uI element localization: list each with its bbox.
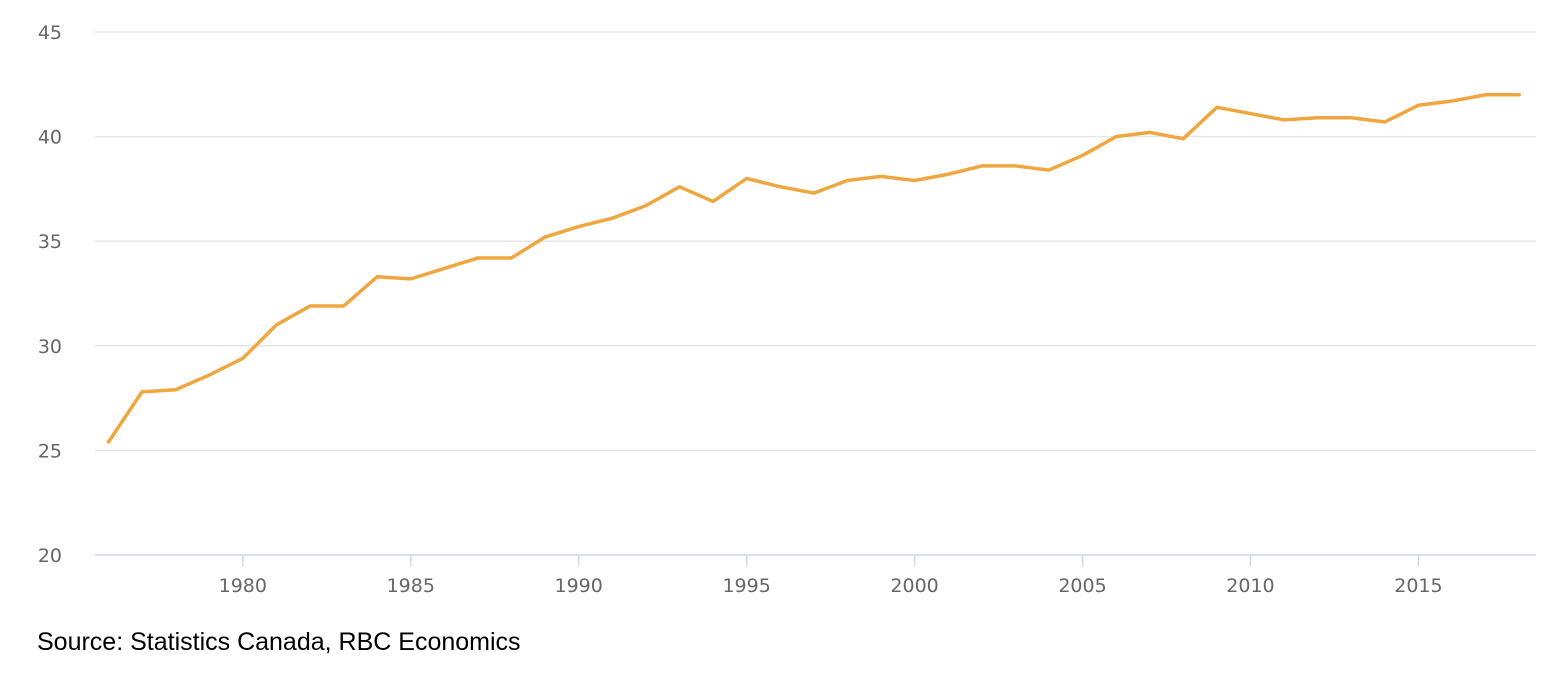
y-tick-label: 40	[38, 127, 62, 149]
series-line	[106, 93, 1521, 444]
x-tick-label: 1990	[555, 575, 603, 597]
y-tick-label: 45	[38, 22, 62, 44]
line-chart: 20 25 30 35 40 45 1980 1985 1990 1995 2000 2005 201…	[38, 22, 1536, 597]
x-tick-label: 2010	[1226, 575, 1274, 597]
x-axis-labels: 1980 1985 1990 1995 2000 2005 2010 2015	[219, 575, 1443, 597]
y-axis-labels: 20 25 30 35 40 45	[38, 22, 62, 567]
y-tick-label: 25	[38, 440, 62, 462]
x-tick-label: 2005	[1058, 575, 1106, 597]
x-tick-label: 1980	[219, 575, 267, 597]
x-tick-label: 1995	[722, 575, 770, 597]
gridlines	[95, 31, 1536, 452]
y-tick-label: 30	[38, 336, 62, 358]
data-points	[108, 94, 1520, 443]
x-tick-label: 1985	[387, 575, 435, 597]
source-note: Source: Statistics Canada, RBC Economics	[37, 628, 521, 656]
x-tick-label: 2015	[1394, 575, 1442, 597]
y-tick-label: 20	[38, 545, 62, 567]
series-layer	[106, 93, 1521, 444]
y-tick-label: 35	[38, 231, 62, 253]
x-tick-label: 2000	[890, 575, 938, 597]
x-axis	[95, 554, 1536, 566]
